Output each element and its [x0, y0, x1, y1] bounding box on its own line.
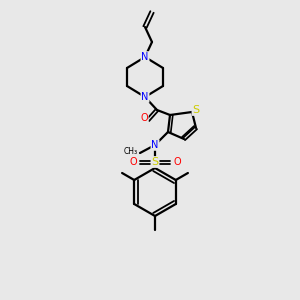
- Text: S: S: [152, 157, 159, 167]
- Text: N: N: [151, 140, 159, 150]
- Text: O: O: [140, 113, 148, 123]
- Text: S: S: [192, 105, 200, 115]
- Text: O: O: [173, 157, 181, 167]
- Text: N: N: [141, 52, 149, 62]
- Text: N: N: [141, 92, 149, 102]
- Text: O: O: [129, 157, 137, 167]
- Text: CH₃: CH₃: [124, 148, 138, 157]
